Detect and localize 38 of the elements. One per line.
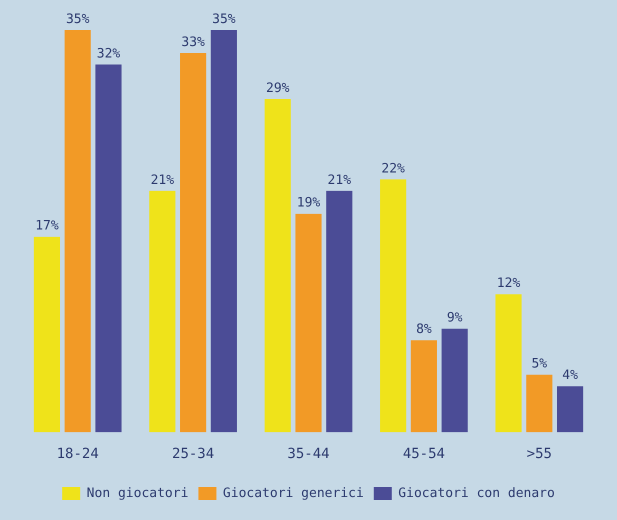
bar (495, 294, 522, 432)
legend-label: Non giocatori (86, 486, 188, 501)
legend-label: Giocatori generici (222, 486, 364, 501)
data-label: 35% (212, 12, 236, 27)
bar (380, 179, 406, 432)
bar (149, 190, 176, 432)
data-label: 9% (446, 310, 463, 326)
bar (64, 30, 91, 432)
data-label: 29% (266, 80, 290, 96)
bar (526, 374, 552, 432)
data-label: 8% (416, 322, 432, 338)
x-tick-label: >55 (526, 446, 552, 462)
data-label: 17% (35, 218, 59, 234)
bar (95, 64, 122, 432)
bar (556, 386, 584, 432)
bar (410, 340, 437, 432)
data-label: 32% (96, 46, 120, 62)
bar (442, 328, 468, 432)
bar (295, 214, 322, 432)
data-label: 12% (496, 276, 520, 292)
x-tick-label: 35-44 (287, 446, 330, 462)
bar (210, 30, 237, 432)
bar (34, 236, 60, 432)
x-tick-label: 18-24 (56, 446, 99, 462)
data-label: 4% (562, 368, 578, 384)
data-label: 21% (150, 172, 174, 188)
data-label: 33% (181, 34, 206, 50)
bar (326, 190, 352, 432)
x-tick-label: 45-54 (402, 446, 445, 462)
data-label: 21% (328, 172, 352, 188)
data-label: 5% (531, 356, 548, 372)
data-label: 22% (381, 161, 406, 176)
legend-label: Giocatori con denaro (398, 486, 555, 501)
data-label: 35% (66, 12, 90, 27)
x-tick-label: 25-34 (172, 446, 214, 462)
data-label: 19% (296, 196, 320, 211)
bar (264, 98, 291, 432)
bar (180, 52, 206, 432)
